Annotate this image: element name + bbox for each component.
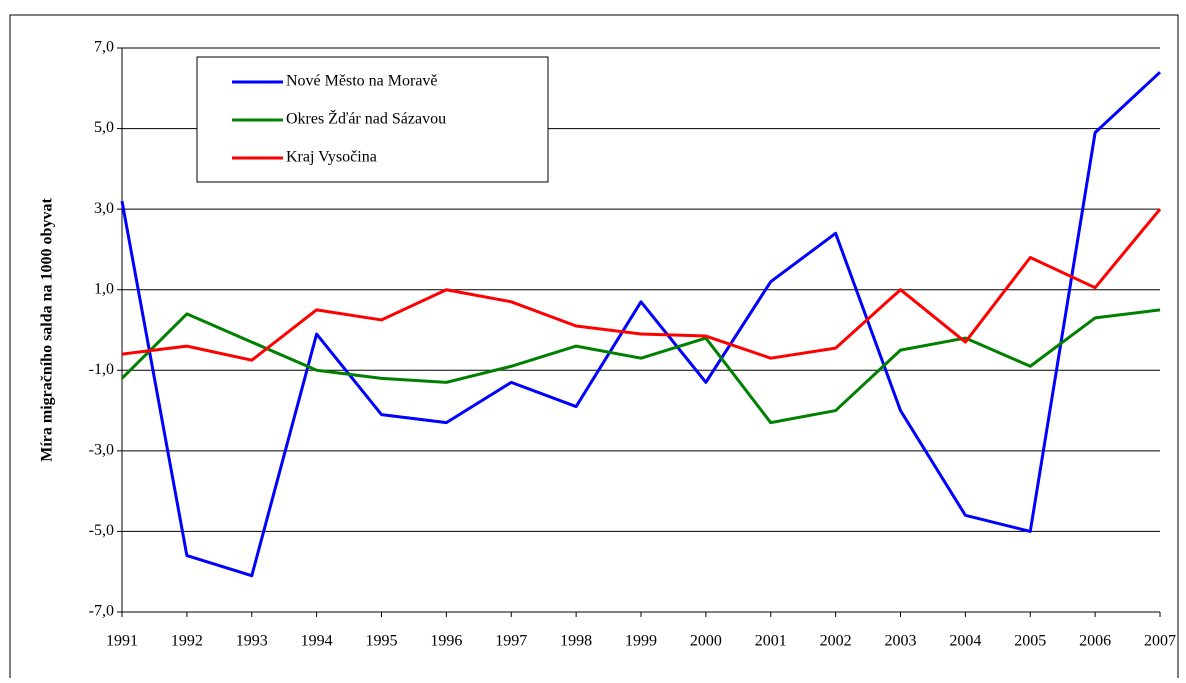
- series-line: [121, 208, 1162, 362]
- x-tick-label: 1997: [495, 633, 527, 650]
- x-tick-label: 1994: [301, 633, 333, 650]
- series-line: [120, 71, 1162, 578]
- x-tick-label: 2006: [1079, 633, 1111, 650]
- x-tick-label: 1991: [106, 633, 138, 650]
- x-tick-label: 1996: [430, 633, 462, 650]
- x-tick-label: 1995: [366, 633, 398, 650]
- y-tick-label: -1,0: [89, 361, 114, 378]
- x-tick-label: 2002: [820, 633, 852, 650]
- x-tick-label: 2007: [1144, 633, 1176, 650]
- legend-label: Okres Žďár nad Sázavou: [286, 109, 446, 128]
- x-tick-label: 1999: [625, 633, 657, 650]
- legend-label: Kraj Vysočina: [286, 149, 377, 166]
- y-tick-label: -7,0: [89, 603, 114, 620]
- chart-frame: [9, 14, 1179, 683]
- x-tick-label: 1992: [171, 633, 203, 650]
- y-tick-label: 1,0: [94, 280, 114, 297]
- x-tick-label: 1993: [236, 633, 268, 650]
- y-tick-label: -5,0: [89, 522, 114, 539]
- legend-label: Nové Město na Moravě: [286, 73, 438, 90]
- x-tick-label: 2004: [949, 633, 981, 650]
- x-tick-label: 2001: [755, 633, 787, 650]
- y-axis-label: Míra migračního salda na 1000 obyvat: [39, 198, 56, 462]
- y-tick-label: 7,0: [94, 39, 114, 56]
- y-tick-label: 3,0: [94, 200, 114, 217]
- x-tick-label: 2005: [1014, 633, 1046, 650]
- x-tick-label: 1998: [560, 633, 592, 650]
- x-tick-label: 2000: [690, 633, 722, 650]
- y-tick-label: 5,0: [94, 119, 114, 136]
- x-tick-label: 2003: [885, 633, 917, 650]
- series-line: [120, 308, 1161, 425]
- y-tick-label: -3,0: [89, 442, 114, 459]
